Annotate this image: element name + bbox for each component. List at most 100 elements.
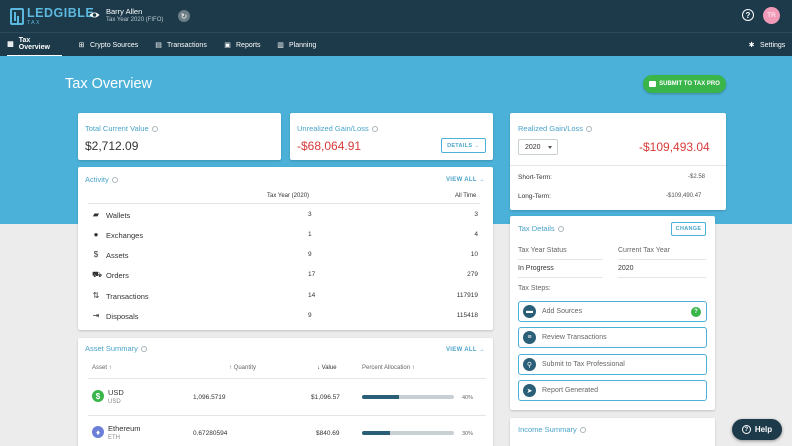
step-label: Add Sources: [542, 308, 583, 315]
header-quantity[interactable]: ↑ Quantity: [229, 365, 257, 371]
tab-label: Reports: [236, 41, 261, 49]
row-label: Transactions: [106, 292, 149, 301]
header-asset[interactable]: Asset ↑: [92, 365, 112, 371]
help-label: Help: [754, 425, 773, 434]
asset-value: $1,096.57: [311, 394, 340, 401]
dollar-icon: $: [93, 250, 99, 259]
avatar[interactable]: TR: [763, 7, 780, 24]
row-year-value: 9: [308, 312, 312, 319]
activity-row-assets[interactable]: $ Assets 9 10: [88, 250, 480, 270]
cart-icon: ⛟: [92, 270, 103, 279]
submit-label: SUBMIT TO TAX PRO: [659, 81, 720, 87]
allocation-bar: [362, 431, 454, 435]
reports-icon: ▣: [224, 41, 231, 49]
row-all-value: 117919: [456, 292, 478, 299]
short-term-value: -$2.58: [688, 174, 706, 180]
submit-to-tax-pro-button[interactable]: SUBMIT TO TAX PRO: [643, 75, 726, 93]
question-icon[interactable]: ?: [691, 307, 701, 317]
realized-label: Realized Gain/Loss: [518, 124, 593, 133]
total-value-label: Total Current Value: [85, 124, 158, 133]
change-button[interactable]: CHANGE: [671, 222, 706, 236]
step-report-generated[interactable]: ➤ Report Generated: [518, 380, 707, 401]
tab-reports[interactable]: ▣ Reports: [224, 33, 261, 57]
disposal-icon: ⇥: [92, 311, 100, 320]
activity-view-all-link[interactable]: VIEW ALL →: [446, 177, 485, 183]
income-summary-card: [510, 418, 715, 446]
info-icon[interactable]: [151, 126, 158, 133]
logo-text: LEDGIBLE: [27, 6, 95, 20]
asset-view-all-link[interactable]: VIEW ALL →: [446, 347, 485, 353]
ledgible-logo[interactable]: LEDGIBLE TAX: [10, 7, 94, 26]
income-summary-title: Income Summary: [518, 425, 586, 434]
asset-quantity: 0.67280594: [193, 430, 228, 437]
activity-title: Activity: [85, 175, 118, 184]
unrealized-value: -$68,064.91: [297, 139, 362, 153]
activity-card: [78, 167, 493, 330]
info-icon[interactable]: [140, 346, 147, 353]
unrealized-label: Unrealized Gain/Loss: [297, 124, 378, 133]
divider: [88, 378, 486, 379]
activity-row-disposals[interactable]: ⇥ Disposals 9 115418: [88, 311, 480, 331]
help-button[interactable]: ? Help: [732, 419, 782, 440]
info-icon[interactable]: [557, 226, 564, 233]
header-allocation[interactable]: Percent Allocation ↑: [362, 365, 415, 371]
step-submit-to-tax-pro[interactable]: ⚲ Submit to Tax Professional: [518, 354, 707, 375]
divider: [518, 259, 603, 260]
page-title: Tax Overview: [65, 76, 153, 92]
folder-icon: ▬: [523, 305, 536, 318]
row-year-value: 1: [308, 231, 312, 238]
divider: [510, 165, 726, 166]
header-value[interactable]: ↓ Value: [317, 365, 337, 371]
asset-symbol: ETH: [108, 435, 120, 441]
allocation-percent: 40%: [462, 395, 474, 401]
details-button[interactable]: DETAILS →: [441, 138, 486, 153]
info-icon[interactable]: [586, 126, 593, 133]
total-value-card: [78, 113, 281, 160]
long-term-label: Long-Term:: [518, 193, 551, 200]
total-value: $2,712.09: [85, 139, 139, 153]
current-tax-year-label: Current Tax Year: [618, 247, 671, 254]
help-icon[interactable]: ?: [742, 9, 754, 21]
activity-row-transactions[interactable]: ⇅ Transactions 14 117919: [88, 291, 480, 311]
info-icon[interactable]: [579, 427, 586, 434]
tab-crypto-sources[interactable]: ⊞ Crypto Sources: [78, 33, 139, 57]
row-all-value: 3: [474, 211, 478, 218]
row-label: Exchanges: [106, 231, 144, 240]
step-review-transactions[interactable]: ≡ Review Transactions: [518, 327, 707, 348]
allocation-bar: [362, 395, 454, 399]
tab-tax-overview[interactable]: ▦ Tax Overview: [7, 33, 62, 57]
tax-details-card: [510, 216, 715, 410]
document-icon: ▤: [155, 41, 162, 49]
allocation-percent: 30%: [462, 431, 474, 437]
tab-planning[interactable]: ▥ Planning: [277, 33, 316, 57]
row-label: Orders: [106, 271, 129, 280]
eye-icon[interactable]: [89, 11, 100, 19]
tax-details-title: Tax Details: [518, 224, 564, 233]
top-bar: LEDGIBLE TAX Barry Allen Tax Year 2020 (…: [0, 0, 792, 32]
current-tax-year-value: 2020: [618, 265, 634, 272]
logo-subtext: TAX: [27, 19, 41, 26]
info-icon[interactable]: [111, 177, 118, 184]
asset-name: USD: [108, 388, 124, 397]
tax-year-status-value: In Progress: [518, 265, 554, 272]
step-label: Submit to Tax Professional: [542, 361, 625, 368]
step-add-sources[interactable]: ▬ Add Sources ?: [518, 301, 707, 322]
settings-link[interactable]: ✱ Settings: [748, 33, 786, 57]
tab-label: Crypto Sources: [90, 41, 139, 49]
refresh-icon[interactable]: ↻: [178, 10, 190, 22]
logo-mark-icon: [10, 7, 24, 25]
asset-summary-card: [78, 338, 493, 446]
usd-icon: $: [92, 390, 104, 402]
tax-year-select[interactable]: 2020: [518, 139, 558, 155]
realized-value: -$109,493.04: [639, 140, 710, 154]
activity-row-wallets[interactable]: ▰ Wallets 3 3: [88, 210, 480, 230]
activity-row-orders[interactable]: ⛟ Orders 17 279: [88, 270, 480, 290]
allocation-bar-fill: [362, 395, 399, 399]
tab-transactions[interactable]: ▤ Transactions: [155, 33, 207, 57]
row-label: Disposals: [106, 312, 139, 321]
asset-value: $840.69: [316, 430, 340, 437]
calendar-icon: ▥: [277, 41, 284, 49]
step-label: Review Transactions: [542, 334, 607, 341]
activity-row-exchanges[interactable]: ● Exchanges 1 4: [88, 230, 480, 250]
info-icon[interactable]: [371, 126, 378, 133]
